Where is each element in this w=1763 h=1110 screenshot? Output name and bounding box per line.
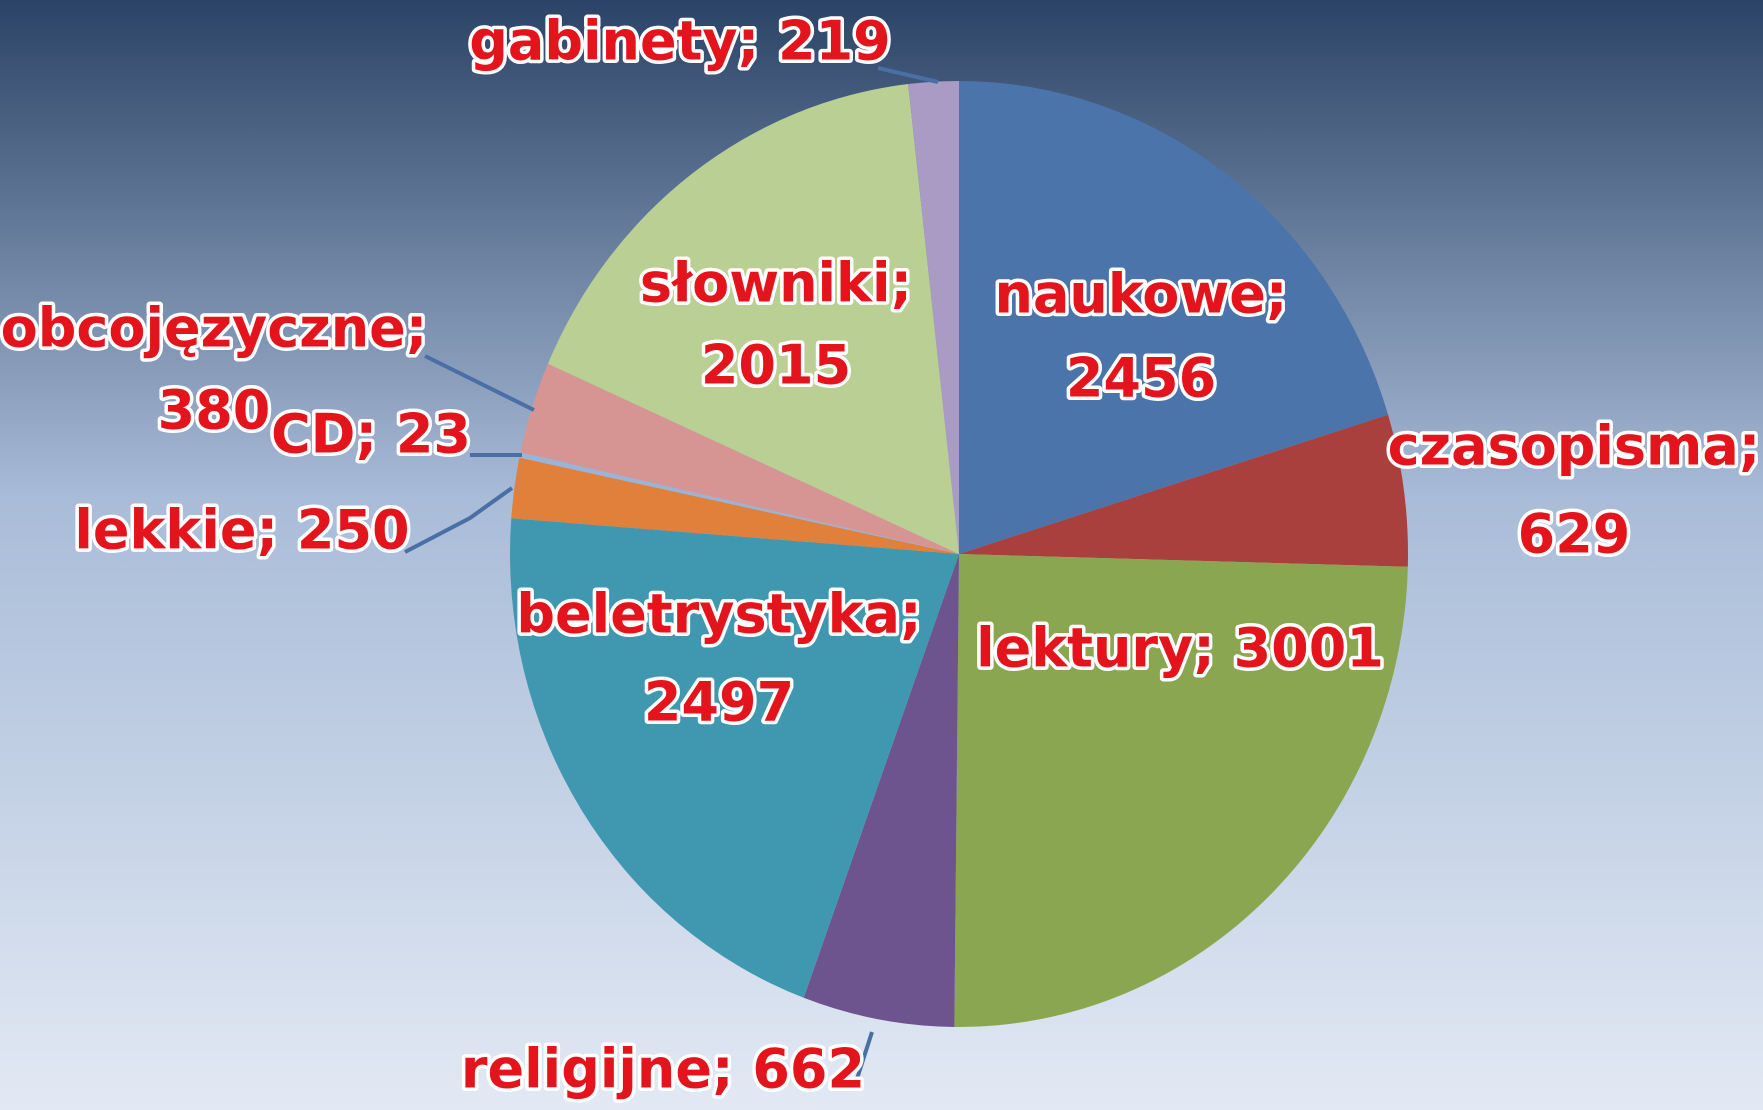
pie-slice <box>959 81 1389 554</box>
data-label: 2456 <box>1066 347 1216 410</box>
data-label: naukowe; <box>995 263 1288 326</box>
data-label: czasopisma; <box>1388 415 1761 478</box>
data-label: 2015 <box>701 334 851 397</box>
leader-line <box>404 486 514 554</box>
pie-slice <box>959 414 1408 567</box>
data-label: CD; 23 <box>271 403 471 466</box>
pie-slice <box>511 457 959 554</box>
pie-slice <box>510 518 959 998</box>
pie-slice <box>519 452 959 554</box>
data-label: 629 <box>1518 503 1631 566</box>
data-label: słowniki; <box>640 252 912 315</box>
leader-line <box>424 354 535 412</box>
data-label: gabinety; 219 <box>469 10 890 73</box>
data-labels: naukowe; 2456 czasopisma; 629 lektury; 3001 r… <box>0 6 1763 1104</box>
data-label: religijne; 662 <box>461 1038 865 1101</box>
data-label: beletrystyka; <box>516 583 921 646</box>
leader-lines <box>404 66 939 1086</box>
pie-slice <box>547 84 959 554</box>
leader-line <box>853 1031 874 1086</box>
leader-line <box>877 66 939 84</box>
pie-slice <box>803 554 959 1027</box>
data-label: 2497 <box>644 671 794 734</box>
data-label: obcojęzyczne; <box>1 297 428 360</box>
pie-slice <box>520 363 959 554</box>
pie <box>510 81 1408 1027</box>
data-label: lektury; 3001 <box>976 617 1384 680</box>
pie-slice <box>954 554 1408 1027</box>
data-label: lekkie; 250 <box>74 499 409 562</box>
data-label: 380 <box>158 379 271 442</box>
pie-slice <box>908 81 959 554</box>
